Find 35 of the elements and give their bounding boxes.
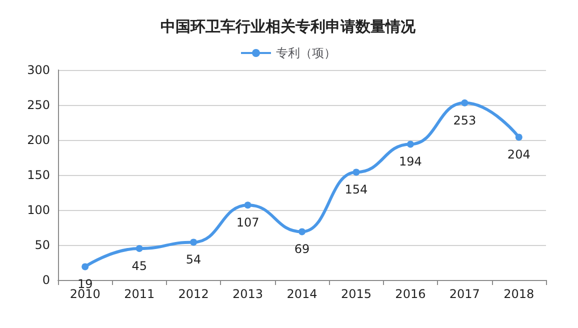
point (515, 134, 522, 141)
x-tick-label: 2013 (232, 287, 264, 301)
point (190, 238, 198, 246)
y-tick-label: 200 (27, 133, 50, 147)
data-label: 45 (132, 259, 147, 273)
data-label: 69 (294, 242, 310, 256)
point (244, 202, 252, 209)
x-tick-label: 2015 (340, 287, 372, 301)
x-tick-label: 2018 (504, 287, 534, 301)
point (298, 228, 306, 236)
x-tick-label: 2014 (286, 287, 318, 301)
x-tick-label: 2012 (178, 287, 209, 301)
point (461, 99, 468, 106)
chart-title: 中国环卫车行业相关专利申请数量情况 (160, 18, 416, 36)
data-label: 54 (186, 252, 202, 267)
point (406, 140, 414, 148)
data-label: 194 (398, 154, 422, 169)
point (82, 263, 89, 270)
y-tick-label: 100 (27, 203, 50, 217)
x-tick-label: 2016 (395, 287, 426, 301)
x-tick-label: 2017 (449, 287, 480, 301)
data-label: 107 (236, 216, 260, 230)
data-label: 253 (453, 113, 476, 128)
data-label: 154 (344, 182, 368, 197)
point (136, 245, 143, 252)
y-tick-label: 50 (34, 238, 50, 252)
x-tick-label: 2011 (124, 287, 155, 301)
y-tick-label: 0 (42, 273, 50, 287)
y-tick-label: 300 (27, 63, 50, 77)
data-label: 204 (507, 148, 530, 162)
x-tick-label: 2010 (70, 287, 100, 301)
y-tick-label: 150 (27, 168, 50, 182)
point (352, 168, 360, 176)
y-tick-label: 250 (27, 98, 50, 112)
legend-label: 专利（项） (276, 46, 336, 60)
